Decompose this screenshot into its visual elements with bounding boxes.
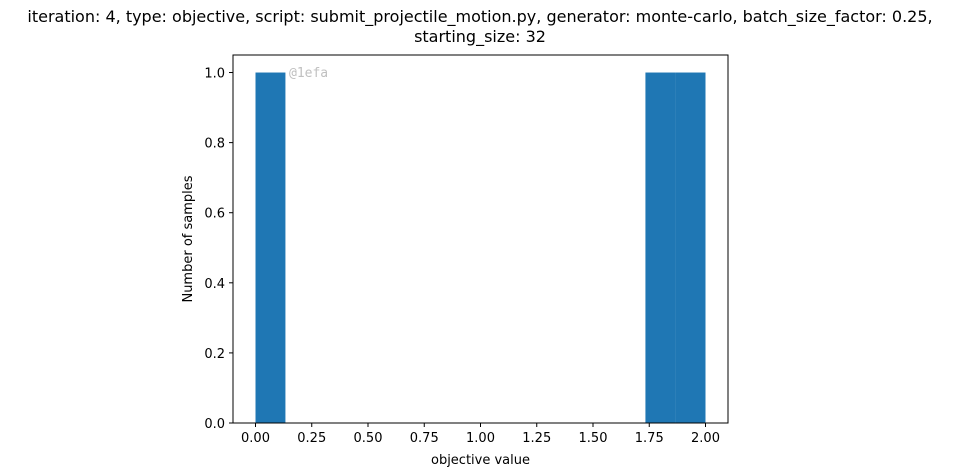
y-axis-ticks: 0.0 0.2 0.4 0.6 0.8 1.0 — [204, 67, 233, 432]
x-tick-label: 0.25 — [297, 431, 326, 446]
histogram-bar — [675, 72, 706, 424]
y-tick-label: 1.0 — [204, 67, 225, 82]
y-tick-label: 0.2 — [204, 347, 225, 362]
histogram-bar — [255, 72, 286, 424]
x-axis-label: objective value — [431, 453, 530, 468]
y-axis-label: Number of samples — [181, 175, 196, 302]
x-tick-label: 2.00 — [691, 431, 720, 446]
histogram-bar — [645, 72, 676, 424]
title-line: starting_size: 32 — [414, 27, 546, 47]
x-tick-label: 1.25 — [522, 431, 551, 446]
x-tick-label: 0.00 — [241, 431, 270, 446]
y-tick-label: 0.8 — [204, 137, 225, 152]
y-tick-label: 0.6 — [204, 207, 225, 222]
x-tick-label: 0.50 — [354, 431, 383, 446]
title-line: iteration: 4, type: objective, script: s… — [27, 7, 932, 27]
y-tick-label: 0.4 — [204, 277, 225, 292]
x-tick-label: 1.00 — [466, 431, 495, 446]
x-tick-label: 1.75 — [635, 431, 664, 446]
watermark-text: @1efa — [289, 66, 328, 81]
histogram-bars — [255, 72, 706, 424]
x-axis-ticks: 0.00 0.25 0.50 0.75 1.00 1.25 1.50 1.75 2.00 — [241, 423, 720, 446]
y-tick-label: 0.0 — [204, 417, 225, 432]
x-tick-label: 1.50 — [579, 431, 608, 446]
x-tick-label: 0.75 — [410, 431, 439, 446]
chart-title: iteration: 4, type: objective, script: s… — [27, 7, 932, 47]
